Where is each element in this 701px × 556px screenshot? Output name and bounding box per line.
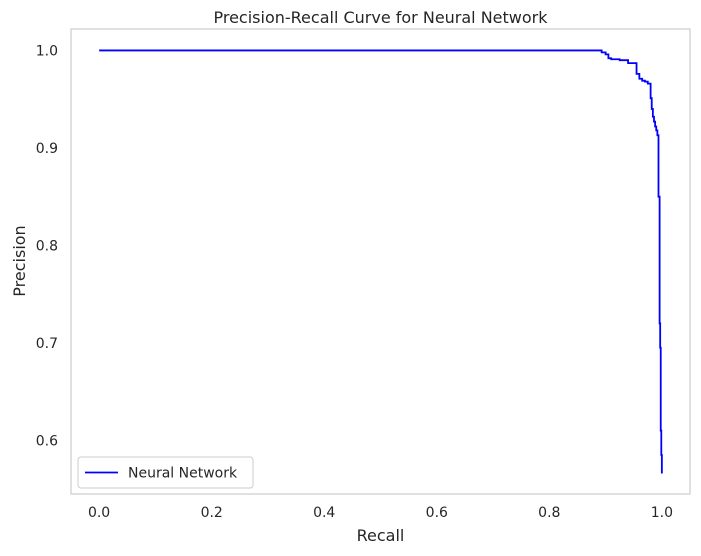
- legend: Neural Network: [77, 456, 254, 489]
- x-tick-label: 1.0: [651, 505, 673, 521]
- legend-label-neural-network: Neural Network: [128, 466, 238, 482]
- y-axis-label: Precision: [10, 225, 29, 296]
- chart-title: Precision-Recall Curve for Neural Networ…: [213, 8, 548, 27]
- y-tick-label: 1.0: [36, 43, 58, 59]
- x-axis-label: Recall: [357, 526, 405, 545]
- x-tick-label: 0.2: [201, 505, 223, 521]
- x-tick-label: 0.0: [88, 505, 110, 521]
- y-tick-label: 0.6: [36, 433, 58, 449]
- y-tick-label: 0.7: [36, 336, 58, 352]
- y-tick-label: 0.8: [36, 238, 58, 254]
- y-tick-label: 0.9: [36, 141, 58, 157]
- plot-area: [70, 28, 691, 495]
- x-tick-label: 0.4: [313, 505, 335, 521]
- x-axis-ticks: 0.0 0.2 0.4 0.6 0.8 1.0: [88, 505, 673, 521]
- x-tick-label: 0.8: [538, 505, 560, 521]
- y-axis-ticks: 0.6 0.7 0.8 0.9 1.0: [36, 43, 58, 449]
- x-tick-label: 0.6: [426, 505, 448, 521]
- legend-frame: [77, 456, 254, 489]
- series-line-neural-network: [99, 49, 663, 474]
